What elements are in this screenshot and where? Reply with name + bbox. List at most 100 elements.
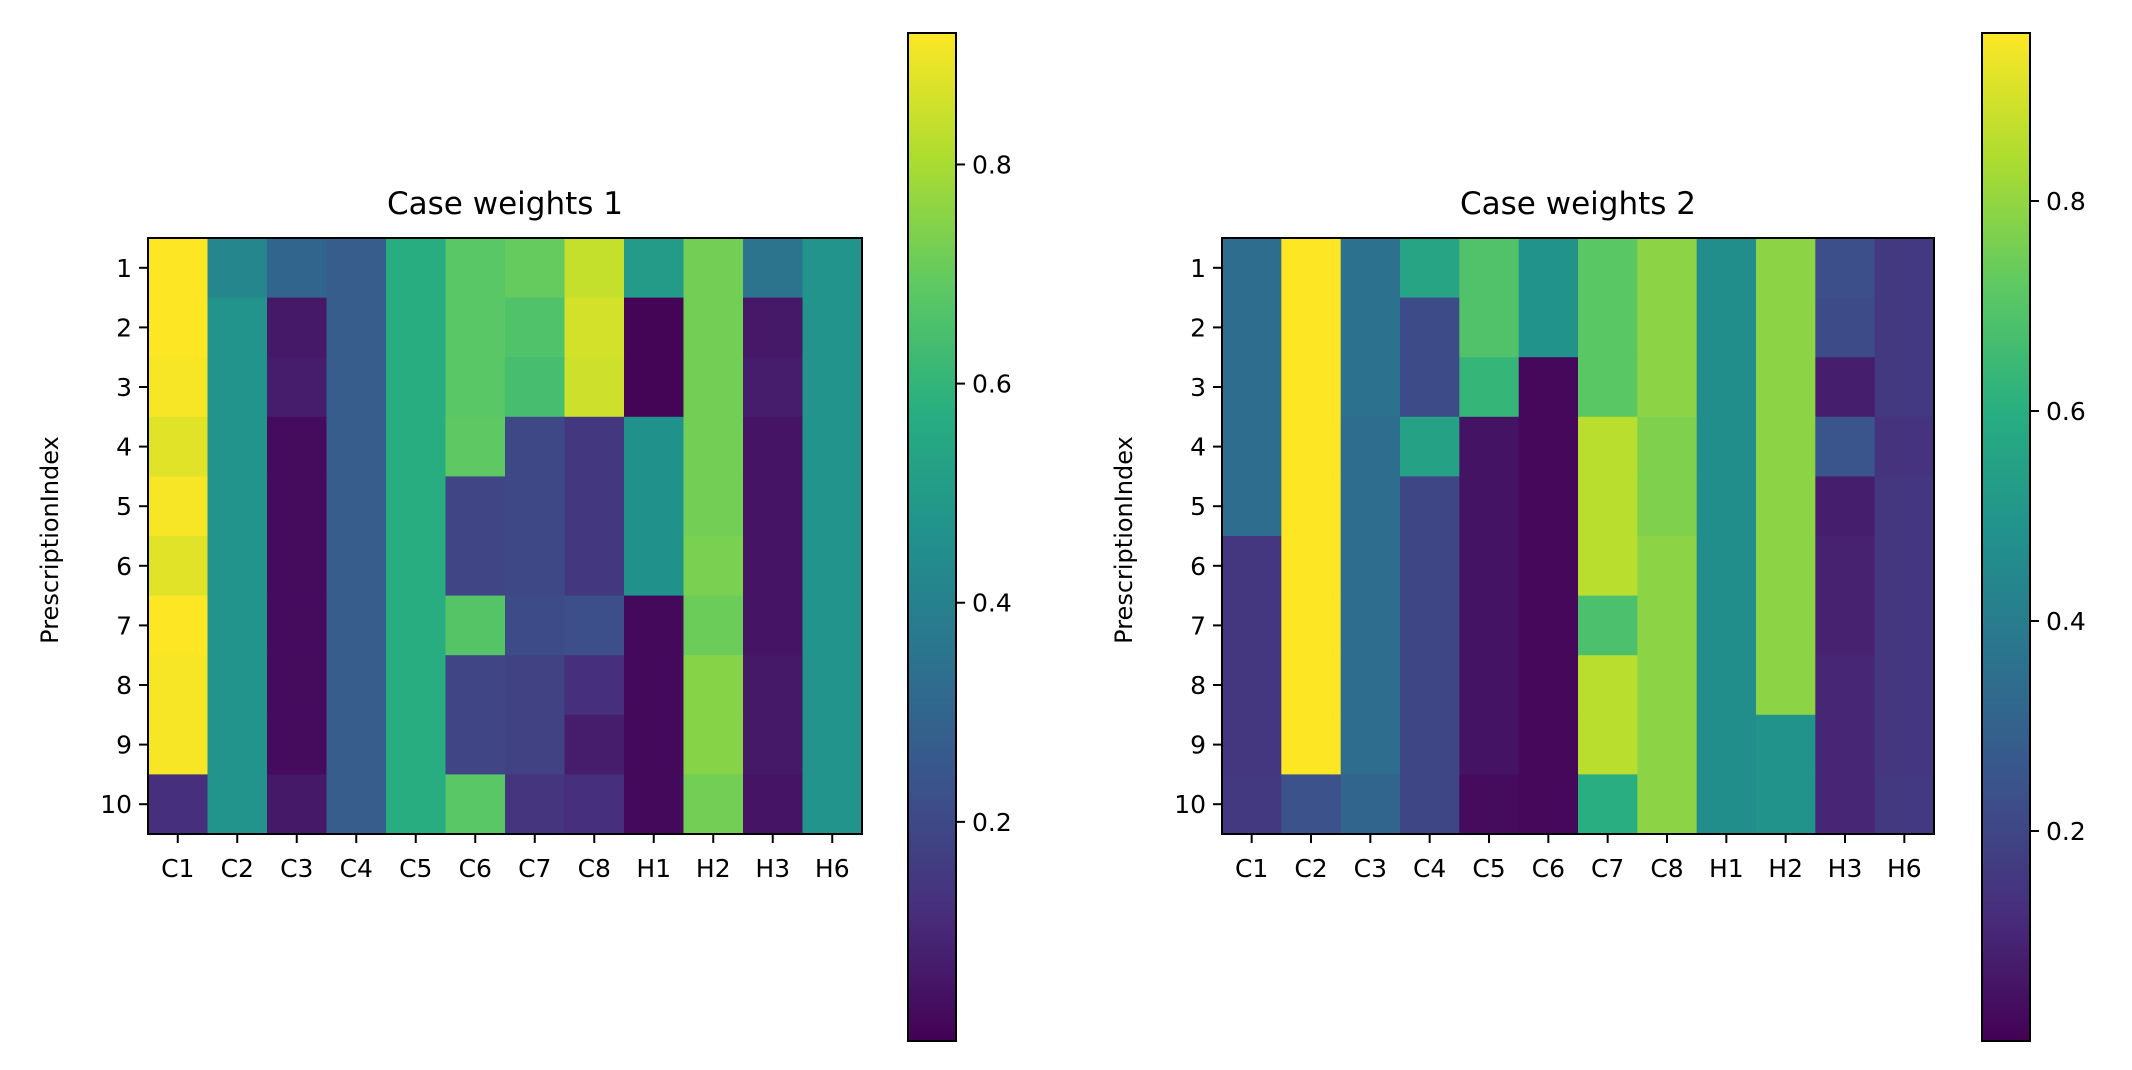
colorbar-tick-label: 0.6: [2046, 397, 2086, 426]
heatmap-cell: [1518, 714, 1579, 775]
heatmap-cell: [1815, 714, 1876, 775]
y-tick-label: 4: [1190, 433, 1206, 462]
heatmap-cell: [1815, 774, 1876, 835]
heatmap-cell: [505, 416, 566, 477]
heatmap-cell: [802, 595, 863, 656]
heatmap-cell: [1756, 357, 1816, 418]
x-tick-label: C8: [578, 854, 611, 883]
x-tick-label: C4: [340, 854, 373, 883]
heatmap-cell: [1696, 714, 1757, 775]
heatmap-cell: [1874, 416, 1935, 477]
heatmap-cell: [445, 476, 506, 537]
heatmap-cell: [1815, 536, 1876, 597]
y-tick-label: 10: [1174, 790, 1206, 819]
heatmap-cell: [1815, 655, 1876, 716]
heatmap-cell: [624, 714, 685, 775]
heatmap-cell: [1756, 655, 1816, 716]
heatmap-cell: [1400, 297, 1460, 358]
heatmap-cell: [1637, 476, 1698, 537]
y-tick-label: 1: [1190, 254, 1206, 283]
heatmap-cell: [1281, 774, 1342, 835]
heatmap-cell: [1340, 655, 1401, 716]
colorbar-ticks: 0.2 0.4 0.6 0.8: [2030, 187, 2086, 846]
colorbar-gradient: [1981, 32, 2031, 1042]
heatmap-panel-1: Case weights 1 PrescriptionIndex C1 C2 C3 C…: [36, 32, 1012, 1042]
heatmap-cell: [1874, 476, 1935, 537]
heatmap-cell: [1518, 536, 1579, 597]
heatmap-cell: [802, 774, 863, 835]
heatmap-cell: [207, 655, 268, 716]
heatmap-cell: [505, 655, 566, 716]
heatmap-cell: [326, 416, 387, 477]
heatmap-cell: [1578, 536, 1638, 597]
heatmap-cell: [1400, 357, 1460, 418]
colorbar-tick-label: 0.6: [972, 370, 1012, 399]
heatmap-cell: [1459, 774, 1520, 835]
heatmap-cell: [743, 476, 804, 537]
heatmap-cell: [326, 595, 387, 656]
heatmap-cell: [326, 238, 387, 299]
x-tick-label: C2: [221, 854, 254, 883]
heatmap-cell: [386, 238, 447, 299]
heatmap-cell: [445, 357, 506, 418]
heatmap-cell: [683, 297, 744, 358]
heatmap-cell: [1696, 238, 1757, 299]
heatmap-cell: [1340, 357, 1401, 418]
heatmap-cell: [267, 476, 328, 537]
heatmap-cell: [267, 357, 328, 418]
heatmap-cell: [207, 297, 268, 358]
heatmap-cell: [1578, 774, 1638, 835]
heatmap-cell: [802, 476, 863, 537]
heatmap-cell: [386, 476, 447, 537]
heatmap-cell: [1340, 238, 1401, 299]
heatmap-cell: [683, 774, 744, 835]
y-tick-label: 2: [116, 313, 132, 342]
heatmap-cell: [743, 714, 804, 775]
heatmap-panel-2: Case weights 2 PrescriptionIndex C1 C2 C3 C…: [1110, 32, 2086, 1042]
heatmap-cell: [683, 238, 744, 299]
heatmap-cell: [1578, 714, 1638, 775]
heatmap-cell: [1281, 595, 1342, 656]
heatmap-cell: [386, 297, 447, 358]
heatmap-cell: [445, 774, 506, 835]
heatmap-cell: [1696, 536, 1757, 597]
y-tick-label: 1: [116, 254, 132, 283]
y-axis-ticks: 1 2 3 4 5 6 7 8 9 10: [1174, 254, 1222, 819]
x-tick-label: C1: [161, 854, 194, 883]
heatmap-cell: [564, 297, 625, 358]
heatmap-cell: [1578, 595, 1638, 656]
heatmap-cell: [148, 297, 209, 358]
heatmap-cell: [207, 238, 268, 299]
heatmap-cell: [1459, 714, 1520, 775]
y-tick-label: 2: [1190, 313, 1206, 342]
heatmap-cell: [1696, 357, 1757, 418]
x-tick-label: H2: [696, 854, 731, 883]
heatmap-cell: [1637, 536, 1698, 597]
heatmap-cell: [1222, 416, 1282, 477]
heatmap-cell: [624, 416, 685, 477]
colorbar: 0.2 0.4 0.6 0.8: [1981, 32, 2086, 1042]
heatmap-cell: [1756, 536, 1816, 597]
heatmap-cell: [1222, 476, 1282, 537]
y-tick-label: 10: [100, 790, 132, 819]
heatmap-cell: [1696, 655, 1757, 716]
heatmap-cell: [386, 595, 447, 656]
heatmap-cell: [207, 714, 268, 775]
heatmap-cell: [1281, 297, 1342, 358]
heatmap-cell: [1281, 416, 1342, 477]
y-tick-label: 3: [1190, 373, 1206, 402]
heatmap-cell: [1400, 714, 1460, 775]
heatmap-cell: [505, 297, 566, 358]
y-tick-label: 5: [116, 492, 132, 521]
heatmap-cell: [386, 655, 447, 716]
heatmap-cells: [148, 238, 863, 835]
heatmap-cell: [1518, 655, 1579, 716]
heatmap-cell: [1340, 536, 1401, 597]
heatmap-cell: [1815, 357, 1876, 418]
heatmap-cell: [564, 357, 625, 418]
heatmap-cell: [1756, 238, 1816, 299]
heatmap-cell: [564, 238, 625, 299]
x-tick-label: C8: [1650, 854, 1683, 883]
x-tick-label: C6: [459, 854, 492, 883]
heatmap-cell: [267, 238, 328, 299]
